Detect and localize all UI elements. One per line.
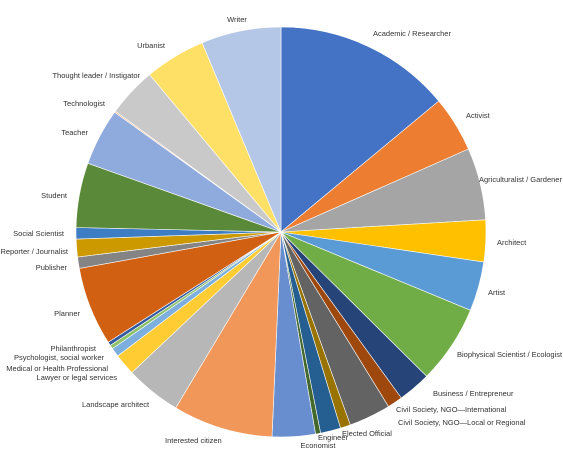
slice-label: Interested citizen [165,436,222,445]
slice-label: Thought leader / Instigator [52,71,140,80]
pie-slice [201,26,282,233]
slice-label: Biophysical Scientist / Ecologist [457,350,563,359]
slice-label: Architect [497,238,527,247]
slice-label: Technologist [63,99,106,108]
slice-label: Business / Entrepreneur [433,389,514,398]
slice-label: Civil Society, NGO—Local or Regional [398,418,526,427]
slice-label: Psychologist, social worker [14,353,105,362]
pie-slice [175,231,282,438]
slice-label: Student [41,191,68,200]
slice-label: Philanthropist [51,344,97,353]
slice-label: Reporter / Journalist [0,247,68,256]
slice-label: Landscape architect [82,400,150,409]
pie-slice [280,26,440,233]
slice-label: Teacher [61,128,88,137]
slice-label: Civil Society, NGO—International [396,405,507,414]
slice-label: Lawyer or legal services [37,373,118,382]
slice-label: Elected Official [342,429,392,438]
slice-label: Artist [488,288,506,297]
slice-label: Publisher [36,263,68,272]
slice-label: Social Scientist [13,229,65,238]
slice-label: Writer [227,15,247,24]
slice-label: Planner [54,309,80,318]
slice-label: Agriculturalist / Gardener [479,175,562,184]
slice-label: Activist [466,111,491,120]
slice-label: Academic / Researcher [373,29,451,38]
slice-label: Economist [300,441,336,450]
slice-label: Urbanist [137,41,166,50]
slice-label: Engineer [318,433,349,442]
slice-label: Medical or Health Professional [6,364,108,373]
